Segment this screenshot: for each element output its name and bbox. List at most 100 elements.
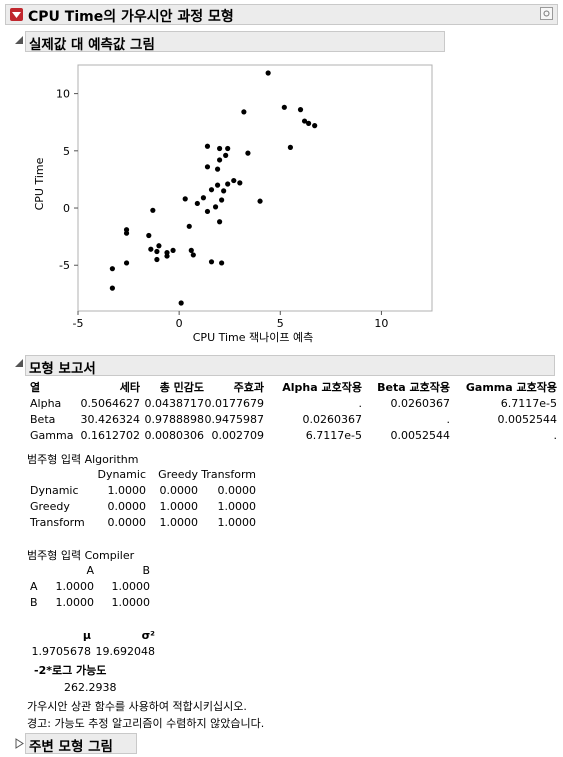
- scatter-point[interactable]: [109, 266, 115, 272]
- pin-icon[interactable]: [540, 7, 553, 20]
- scatter-point[interactable]: [212, 204, 219, 210]
- scatter-point[interactable]: [154, 256, 160, 263]
- scatter-point[interactable]: [178, 300, 184, 306]
- scatter-point[interactable]: [297, 107, 304, 113]
- table-cell: Greedy: [30, 499, 70, 513]
- table-cell: 1.0000: [107, 483, 147, 497]
- table-cell: 0.0000: [159, 483, 199, 497]
- scatter-point[interactable]: [257, 198, 263, 204]
- table-cell: 1.0000: [217, 515, 257, 529]
- scatter-point[interactable]: [237, 180, 243, 186]
- fit-note: 가우시안 상관 함수를 사용하여 적합시키십시오.: [27, 700, 247, 713]
- scatter-point[interactable]: [223, 152, 229, 158]
- scatter-point[interactable]: [217, 157, 223, 163]
- scatter-point[interactable]: [123, 230, 130, 236]
- scatter-point[interactable]: [245, 150, 251, 156]
- scatter-point[interactable]: [219, 260, 225, 266]
- red-triangle-menu-icon[interactable]: [10, 8, 23, 21]
- table-cell: .: [553, 428, 558, 442]
- marginal-plot-title: 주변 모형 그림: [29, 739, 113, 755]
- table-cell: 6.7117e-5: [305, 428, 362, 442]
- model-report-header[interactable]: 모형 보고서: [25, 355, 555, 377]
- table-cell: B: [30, 595, 38, 609]
- table-cell: 0.0052544: [390, 428, 451, 442]
- plot-frame: [77, 64, 433, 312]
- table-cell: Alpha: [30, 396, 62, 410]
- scatter-point[interactable]: [146, 232, 152, 239]
- scatter-point[interactable]: [312, 123, 318, 129]
- scatter-point[interactable]: [204, 143, 211, 149]
- scatter-point[interactable]: [188, 247, 194, 253]
- table-cell: 0.0438717: [144, 396, 205, 410]
- scatter-point[interactable]: [231, 177, 237, 184]
- table-cell: 1.0000: [55, 595, 95, 609]
- scatter-point[interactable]: [200, 195, 207, 201]
- table-cell: 0.0000: [217, 483, 257, 497]
- scatter-point[interactable]: [217, 145, 223, 152]
- scatter-point[interactable]: [306, 120, 312, 126]
- col-header: 총 민감도: [159, 381, 204, 394]
- scatter-point[interactable]: [170, 247, 176, 253]
- scatter-point[interactable]: [287, 144, 293, 150]
- table-cell: 0.9475987: [204, 412, 265, 426]
- expand-marginal-plot-icon[interactable]: [15, 738, 24, 752]
- col-header: 주효과: [233, 381, 264, 394]
- y-axis-label: CPU Time: [33, 157, 46, 210]
- x-tick-label: 0: [176, 317, 183, 330]
- scatter-point[interactable]: [156, 243, 162, 249]
- y-tick-label: 0: [63, 202, 70, 215]
- table-cell: Dynamic: [30, 483, 79, 497]
- parameter-table: 열 세타 총 민감도 주효과 Alpha 교호작용 Beta 교호작용 Gamm…: [30, 379, 557, 443]
- loglik-label: -2*로그 가능도: [34, 664, 107, 677]
- scatter-point[interactable]: [190, 252, 196, 258]
- actual-vs-predicted-header[interactable]: 실제값 대 예측값 그림: [25, 31, 445, 53]
- table-cell: 0.0177679: [204, 396, 265, 410]
- col-header: Dynamic: [97, 467, 146, 481]
- scatter-point[interactable]: [204, 208, 211, 215]
- collapse-actual-vs-predicted-icon[interactable]: [14, 35, 24, 48]
- algorithm-table: Dynamic Greedy Transform Dynamic 1.0000 …: [30, 466, 256, 530]
- scatter-point[interactable]: [150, 207, 156, 213]
- table-header-row: 열 세타 총 민감도 주효과 Alpha 교호작용 Beta 교호작용 Gamm…: [30, 379, 557, 395]
- scatter-point[interactable]: [214, 182, 221, 188]
- scatter-point[interactable]: [241, 109, 247, 115]
- compiler-table: A B A 1.0000 1.0000 B 1.0000 1.0000: [30, 562, 150, 610]
- scatter-point[interactable]: [225, 145, 231, 152]
- table-row: Dynamic 1.0000 0.0000 0.0000: [30, 482, 256, 498]
- scatter-point[interactable]: [217, 219, 223, 225]
- scatter-point[interactable]: [225, 181, 231, 187]
- marginal-plot-header[interactable]: 주변 모형 그림: [25, 733, 137, 755]
- table-cell: Beta: [30, 412, 56, 426]
- scatter-point[interactable]: [208, 187, 215, 193]
- model-report-title: 모형 보고서: [29, 361, 96, 377]
- y-axis-ticks: 10 5 0 -5: [56, 88, 78, 272]
- table-cell: 0.5064627: [80, 396, 141, 410]
- table-cell: 1.0000: [159, 515, 199, 529]
- scatter-point[interactable]: [164, 253, 170, 259]
- scatter-point[interactable]: [148, 246, 154, 252]
- col-header: 세타: [119, 381, 140, 394]
- col-header: Transform: [201, 467, 256, 481]
- scatter-point[interactable]: [109, 285, 115, 291]
- algorithm-title: 범주형 입력 Algorithm: [27, 453, 139, 466]
- scatter-point[interactable]: [301, 118, 308, 124]
- collapse-model-report-icon[interactable]: [14, 358, 24, 371]
- scatter-point[interactable]: [182, 196, 188, 202]
- scatter-point[interactable]: [123, 260, 130, 266]
- scatter-point[interactable]: [194, 200, 200, 207]
- scatter-point[interactable]: [265, 70, 271, 76]
- table-row: B 1.0000 1.0000: [30, 594, 150, 610]
- scatter-point[interactable]: [221, 188, 227, 194]
- scatter-point[interactable]: [214, 166, 221, 172]
- mu-label: μ: [82, 628, 91, 642]
- actual-vs-predicted-chart: -5 0 5 10 10 5 0 -5 CPU Time 잭나이프 예측 CPU Time: [33, 64, 433, 344]
- table-cell: .: [446, 412, 451, 426]
- scatter-point[interactable]: [219, 197, 225, 203]
- scatter-point[interactable]: [208, 259, 215, 265]
- table-cell: Gamma: [30, 428, 74, 442]
- scatter-point[interactable]: [281, 104, 287, 110]
- scatter-point[interactable]: [186, 223, 192, 229]
- scatter-point[interactable]: [204, 164, 211, 170]
- scatter-point[interactable]: [154, 248, 160, 255]
- report-header: CPU Time의 가우시안 과정 모형: [5, 4, 558, 25]
